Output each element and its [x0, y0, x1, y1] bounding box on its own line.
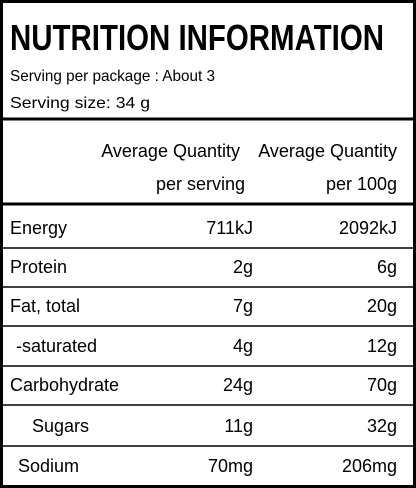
cell: 7g	[233, 296, 253, 316]
cell: 2g	[233, 257, 253, 277]
row-label: Fat, total	[10, 296, 80, 316]
column-header: per serving	[156, 174, 245, 194]
cell: 2092kJ	[339, 218, 397, 238]
cell: 20g	[367, 296, 397, 316]
cell: 206mg	[342, 456, 397, 476]
column-header: per 100g	[326, 174, 397, 194]
cell: 4g	[233, 336, 253, 356]
cell: 6g	[377, 257, 397, 277]
serving-size: Serving size: 34 g	[10, 95, 150, 112]
row-label: Sodium	[18, 456, 79, 476]
column-header: Average Quantity	[258, 141, 397, 161]
title: NUTRITION INFORMATION	[10, 17, 384, 58]
column-header: Average Quantity	[101, 141, 240, 161]
cell: 711kJ	[206, 218, 253, 238]
row-label: Protein	[10, 257, 67, 277]
serving-per-package: Serving per package : About 3	[10, 68, 215, 85]
cell: 24g	[223, 375, 253, 395]
cell: 32g	[367, 416, 397, 436]
cell: 11g	[224, 416, 253, 436]
cell: 70g	[367, 375, 397, 395]
row-label: Carbohydrate	[10, 375, 119, 395]
row-label: Energy	[10, 218, 67, 238]
cell: 70mg	[208, 456, 253, 476]
row-label: -saturated	[16, 336, 97, 356]
cell: 12g	[367, 336, 397, 356]
rows: Energy 711kJ 2092kJ Protein 2g 6g Fat, t…	[0, 218, 416, 476]
row-label: Sugars	[32, 416, 89, 436]
